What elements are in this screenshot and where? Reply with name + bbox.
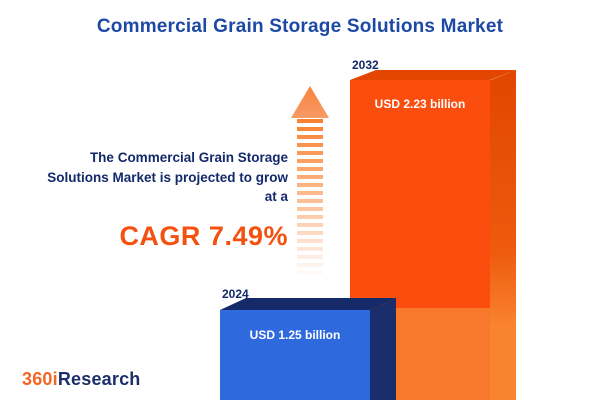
bar-2032-value-label: USD 2.23 billion (374, 97, 466, 111)
cagr-value: CAGR 7.49% (119, 220, 288, 251)
page-title: Commercial Grain Storage Solutions Marke… (96, 16, 504, 37)
bar-2032-lower-shade (396, 308, 490, 400)
bar-2024-year-label: 2024 (222, 287, 249, 301)
logo: 360iResearch (22, 369, 141, 390)
bar-2032-side-face (490, 70, 516, 400)
growth-arrow-icon (290, 86, 330, 286)
bar-2024 (220, 310, 370, 400)
bar-2024-value-label: USD 1.25 billion (249, 328, 341, 342)
logo-360i: 360i (22, 369, 58, 389)
bar-2024-top-face (220, 298, 396, 310)
arrow-head-icon (291, 86, 329, 118)
bar-2024-side-face (370, 298, 396, 400)
bar-2032-top-face (350, 70, 516, 80)
bar-2032-year-label: 2032 (352, 58, 379, 72)
arrow-fade-overlay (297, 119, 323, 283)
logo-research: Research (57, 369, 141, 389)
annotation-block: The Commercial Grain Storage Solutions M… (40, 148, 288, 256)
annotation-text: The Commercial Grain Storage Solutions M… (47, 150, 288, 205)
